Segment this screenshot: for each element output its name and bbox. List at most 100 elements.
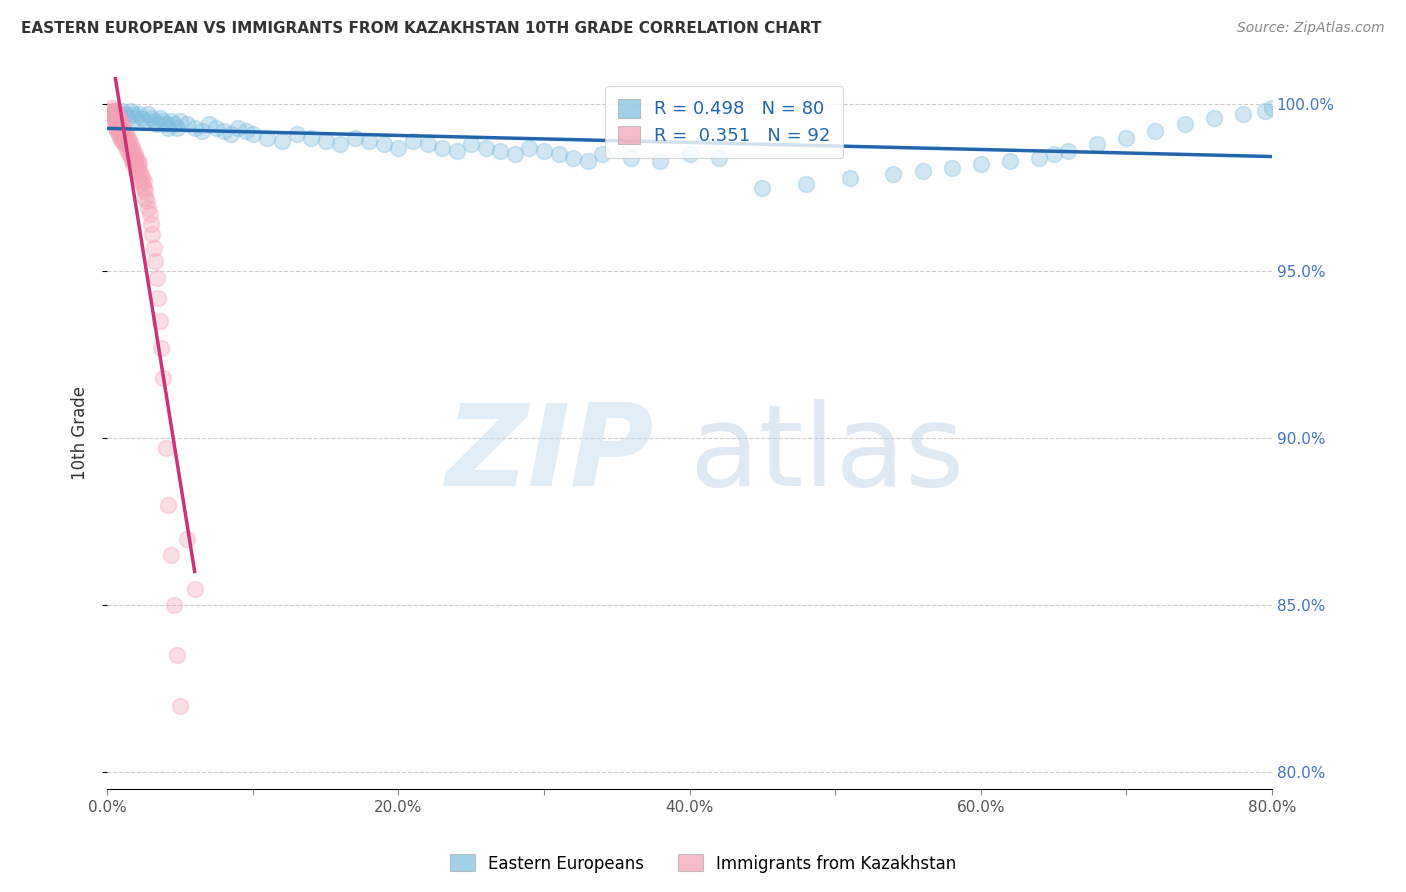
- Point: [152, 114, 174, 128]
- Point: [271, 134, 294, 148]
- Point: [219, 127, 242, 141]
- Point: [650, 153, 672, 168]
- Point: [157, 498, 180, 512]
- Point: [107, 124, 129, 138]
- Point: [108, 107, 131, 121]
- Point: [136, 201, 159, 215]
- Point: [139, 111, 162, 125]
- Point: [149, 314, 172, 328]
- Point: [166, 120, 188, 135]
- Point: [108, 117, 131, 131]
- Point: [212, 124, 235, 138]
- Point: [105, 103, 128, 118]
- Point: [103, 114, 125, 128]
- Point: [120, 137, 142, 152]
- Point: [121, 147, 143, 161]
- Point: [127, 153, 149, 168]
- Point: [1115, 130, 1137, 145]
- Point: [134, 191, 156, 205]
- Point: [111, 130, 134, 145]
- Point: [387, 140, 409, 154]
- Point: [117, 130, 139, 145]
- Point: [134, 184, 156, 198]
- Point: [1232, 107, 1254, 121]
- Point: [125, 164, 148, 178]
- Point: [120, 103, 142, 118]
- Point: [503, 147, 526, 161]
- Point: [98, 103, 121, 118]
- Point: [911, 164, 934, 178]
- Point: [114, 130, 136, 145]
- Point: [1144, 124, 1167, 138]
- Point: [460, 137, 482, 152]
- Point: [205, 120, 228, 135]
- Point: [373, 137, 395, 152]
- Point: [125, 111, 148, 125]
- Point: [359, 134, 381, 148]
- Point: [242, 127, 264, 141]
- Point: [794, 178, 817, 192]
- Point: [101, 111, 124, 125]
- Point: [169, 114, 191, 128]
- Point: [160, 114, 183, 128]
- Text: ZIP: ZIP: [446, 399, 655, 510]
- Point: [115, 140, 138, 154]
- Point: [117, 111, 139, 125]
- Point: [125, 151, 148, 165]
- Text: Source: ZipAtlas.com: Source: ZipAtlas.com: [1237, 21, 1385, 35]
- Point: [100, 107, 122, 121]
- Legend: Eastern Europeans, Immigrants from Kazakhstan: Eastern Europeans, Immigrants from Kazak…: [443, 847, 963, 880]
- Point: [1253, 103, 1275, 118]
- Point: [111, 103, 134, 118]
- Point: [941, 161, 963, 175]
- Point: [489, 144, 512, 158]
- Point: [107, 114, 129, 128]
- Point: [1261, 101, 1284, 115]
- Point: [1042, 147, 1064, 161]
- Point: [533, 144, 555, 158]
- Point: [118, 147, 141, 161]
- Point: [118, 134, 141, 148]
- Point: [150, 341, 173, 355]
- Point: [402, 134, 425, 148]
- Point: [118, 140, 141, 154]
- Point: [122, 151, 145, 165]
- Point: [122, 144, 145, 158]
- Point: [129, 174, 152, 188]
- Point: [176, 117, 198, 131]
- Point: [142, 114, 165, 128]
- Point: [117, 144, 139, 158]
- Point: [121, 153, 143, 168]
- Point: [110, 127, 132, 141]
- Point: [128, 164, 150, 178]
- Point: [329, 137, 352, 152]
- Point: [163, 599, 186, 613]
- Point: [103, 103, 125, 118]
- Point: [117, 137, 139, 152]
- Point: [166, 648, 188, 663]
- Point: [125, 157, 148, 171]
- Legend: R = 0.498   N = 80, R =  0.351   N = 92: R = 0.498 N = 80, R = 0.351 N = 92: [606, 87, 844, 158]
- Point: [131, 178, 153, 192]
- Point: [138, 207, 160, 221]
- Point: [299, 130, 322, 145]
- Point: [678, 147, 700, 161]
- Point: [111, 117, 134, 131]
- Point: [108, 111, 131, 125]
- Point: [122, 107, 145, 121]
- Point: [235, 124, 257, 138]
- Point: [620, 151, 643, 165]
- Point: [970, 157, 993, 171]
- Point: [108, 127, 131, 141]
- Point: [1028, 151, 1050, 165]
- Point: [112, 134, 135, 148]
- Point: [115, 127, 138, 141]
- Point: [226, 120, 249, 135]
- Point: [142, 241, 165, 255]
- Point: [131, 170, 153, 185]
- Text: atlas: atlas: [689, 399, 965, 510]
- Point: [114, 124, 136, 138]
- Point: [343, 130, 366, 145]
- Point: [191, 124, 214, 138]
- Point: [149, 111, 172, 125]
